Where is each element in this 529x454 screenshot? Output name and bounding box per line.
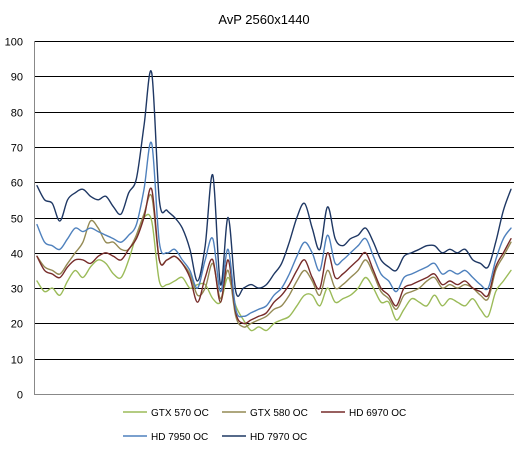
series-line-gtx-580-oc — [36, 193, 512, 328]
y-tick-label: 10 — [11, 355, 23, 367]
y-tick-label: 0 — [17, 390, 23, 402]
y-tick-label: 20 — [11, 319, 23, 331]
series-line-gtx-570-oc — [36, 213, 512, 332]
legend-item: GTX 580 OC — [222, 408, 308, 419]
legend-label: HD 6970 OC — [349, 408, 406, 419]
plot-area — [36, 70, 512, 332]
legend-item: HD 7950 OC — [123, 432, 208, 443]
legend: GTX 570 OC GTX 580 OC HD 6970 OC HD 7950 OC… — [123, 408, 406, 443]
legend-item: GTX 570 OC — [123, 408, 209, 419]
y-tick-label: 80 — [11, 108, 23, 120]
series-line-hd-7950-oc — [36, 141, 512, 318]
chart-title: AvP 2560x1440 — [218, 12, 309, 27]
gridlines — [34, 41, 514, 395]
y-tick-label: 40 — [11, 249, 23, 261]
legend-label: HD 7970 OC — [250, 432, 307, 443]
y-tick-label: 100 — [5, 37, 23, 49]
y-tick-label: 50 — [11, 214, 23, 226]
series-line-hd-6970-oc — [36, 187, 512, 325]
legend-label: GTX 570 OC — [151, 408, 209, 419]
y-tick-label: 70 — [11, 143, 23, 155]
legend-label: GTX 580 OC — [250, 408, 308, 419]
y-tick-label: 60 — [11, 178, 23, 190]
y-tick-label: 90 — [11, 72, 23, 84]
legend-item: HD 7970 OC — [222, 432, 307, 443]
y-tick-label: 30 — [11, 284, 23, 296]
y-axis-ticks: 0 10 20 30 40 50 60 70 80 90 100 — [5, 37, 23, 402]
series-line-hd-7970-oc — [36, 70, 512, 297]
legend-item: HD 6970 OC — [321, 408, 406, 419]
legend-label: HD 7950 OC — [151, 432, 208, 443]
